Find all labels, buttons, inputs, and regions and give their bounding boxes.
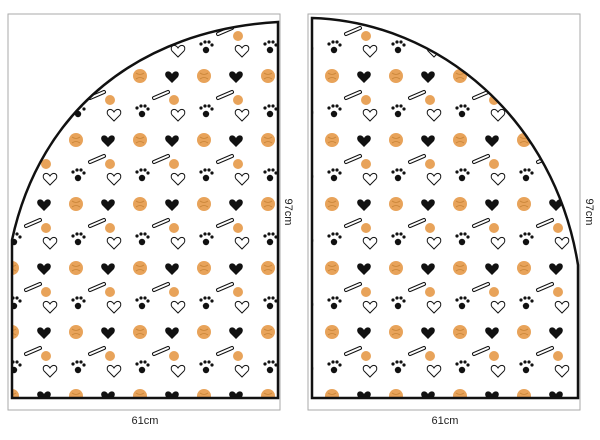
width-label: 61cm bbox=[432, 415, 459, 427]
panel-frame bbox=[7, 13, 281, 411]
width-label: 61cm bbox=[132, 415, 159, 427]
right-arch-panel bbox=[310, 16, 580, 400]
panel-frame bbox=[307, 13, 581, 411]
height-label: 97cm bbox=[282, 199, 294, 226]
height-label: 97cm bbox=[583, 199, 595, 226]
left-arch-panel bbox=[10, 20, 280, 400]
